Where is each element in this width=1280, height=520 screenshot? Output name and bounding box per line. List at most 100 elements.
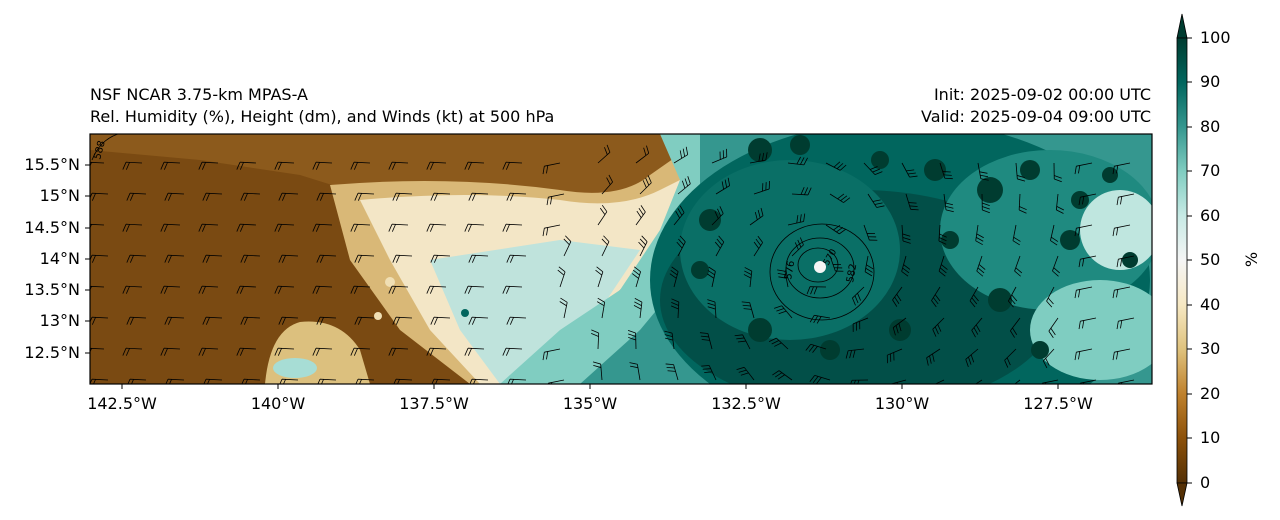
wind-barb-flag (243, 193, 248, 201)
wind-barb-flag (355, 379, 359, 384)
wind-barb (92, 192, 109, 195)
wind-barb-flag (840, 195, 848, 201)
wind-barb (1004, 348, 1017, 361)
wind-barb-flag (90, 286, 92, 291)
wind-barb-flag (464, 224, 469, 232)
wind-barb-flag (464, 162, 469, 170)
colorbar-tick-label: 100 (1200, 28, 1231, 47)
wind-barb-flag (931, 300, 937, 308)
wind-barb-flag (559, 301, 567, 307)
wind-barb-flag (1045, 358, 1050, 366)
wind-barb-flag (240, 255, 245, 263)
wind-barb (92, 316, 109, 319)
wind-barb (1014, 379, 1021, 384)
wind-barb (353, 347, 371, 350)
wind-barb (600, 364, 603, 381)
wind-barb-flag (643, 147, 647, 156)
wind-barb-flag (1112, 352, 1115, 361)
wind-barb (863, 162, 876, 175)
wind-barb-flag (546, 197, 549, 206)
wind-barb-flag (898, 323, 902, 332)
wind-barb-flag (353, 348, 358, 356)
wind-barb-flag (205, 255, 210, 263)
wind-barb-flag (630, 365, 639, 369)
wind-barb-flag (666, 366, 675, 369)
wind-barb-flag (833, 161, 841, 168)
wind-barb (1046, 286, 1055, 302)
wind-barb (129, 254, 147, 257)
wind-barb (277, 161, 295, 164)
wind-barb-flag (664, 330, 673, 334)
wind-barb (825, 162, 841, 171)
wind-barb-flag (464, 286, 469, 294)
wind-barb (395, 378, 413, 381)
wind-barb (505, 223, 523, 226)
wind-barb-flag (319, 193, 324, 201)
wind-barb-flag (560, 297, 568, 303)
wind-barb (429, 161, 447, 164)
wind-barb-flag (743, 274, 752, 279)
wind-barb-flag (357, 193, 362, 201)
wind-barb (778, 370, 793, 381)
wind-barb (1118, 379, 1135, 384)
wind-barb-flag (1116, 351, 1119, 360)
wind-barb-flag (778, 276, 787, 279)
wind-barb (829, 255, 836, 272)
wind-barb (938, 224, 941, 241)
wind-barb (714, 302, 717, 319)
wind-barb-flag (163, 162, 168, 170)
wind-barb (544, 162, 561, 167)
wind-barb (548, 193, 565, 198)
wind-barb (787, 221, 804, 226)
wind-barb-flag (813, 286, 818, 295)
wind-barb-flag (794, 242, 799, 250)
wind-barbs (90, 144, 1135, 397)
wind-barb-flag (857, 293, 861, 301)
wind-barb-flag (634, 301, 642, 306)
wind-barb (467, 285, 485, 288)
wind-barb (243, 192, 261, 195)
wind-barb-flag (126, 255, 131, 263)
wind-barb (505, 347, 523, 350)
wind-barb (791, 193, 808, 196)
lat-label: 14.5°N (24, 218, 80, 237)
wind-barb-flag (850, 380, 853, 384)
wind-barb-flag (933, 297, 939, 305)
wind-barb-flag (316, 317, 321, 325)
wind-barb-flag (240, 193, 245, 201)
wind-barb-flag (1074, 228, 1077, 237)
wind-barb-flag (708, 266, 716, 272)
wind-barb-flag (945, 205, 954, 209)
wind-barb-flag (771, 340, 780, 345)
wind-barb-flag (1116, 227, 1119, 236)
wind-barb-flag (354, 193, 359, 201)
wind-barb (433, 378, 451, 381)
wind-barb-flag (126, 193, 131, 201)
wind-barb-flag (469, 379, 473, 384)
wind-barb (429, 223, 447, 226)
lon-label: 127.5°W (1023, 394, 1093, 413)
wind-barb (357, 192, 375, 195)
wind-barb-flag (907, 172, 916, 175)
wind-barb-flag (198, 348, 203, 356)
wind-barb-flag (684, 178, 689, 187)
wind-barb (129, 192, 147, 195)
wind-barb (315, 223, 333, 226)
wind-barb-flag (753, 241, 760, 249)
wind-barb (395, 192, 413, 195)
wind-barb-flag (969, 389, 971, 397)
wind-barb-flag (395, 255, 400, 263)
wind-barb-flag (243, 255, 248, 263)
lon-label: 137.5°W (399, 394, 469, 413)
wind-barb (601, 181, 613, 195)
colorbar-unit: % (1242, 251, 1262, 268)
wind-barb-flag (274, 224, 279, 232)
wind-barb-flag (591, 333, 599, 337)
lat-label: 15.5°N (24, 155, 80, 174)
wind-barb (597, 152, 611, 164)
wind-barb-flag (471, 193, 476, 201)
wind-barb-flag (392, 193, 397, 201)
wind-barb-flag (606, 177, 611, 185)
wind-barb (509, 316, 527, 319)
wind-barb (1018, 193, 1021, 210)
